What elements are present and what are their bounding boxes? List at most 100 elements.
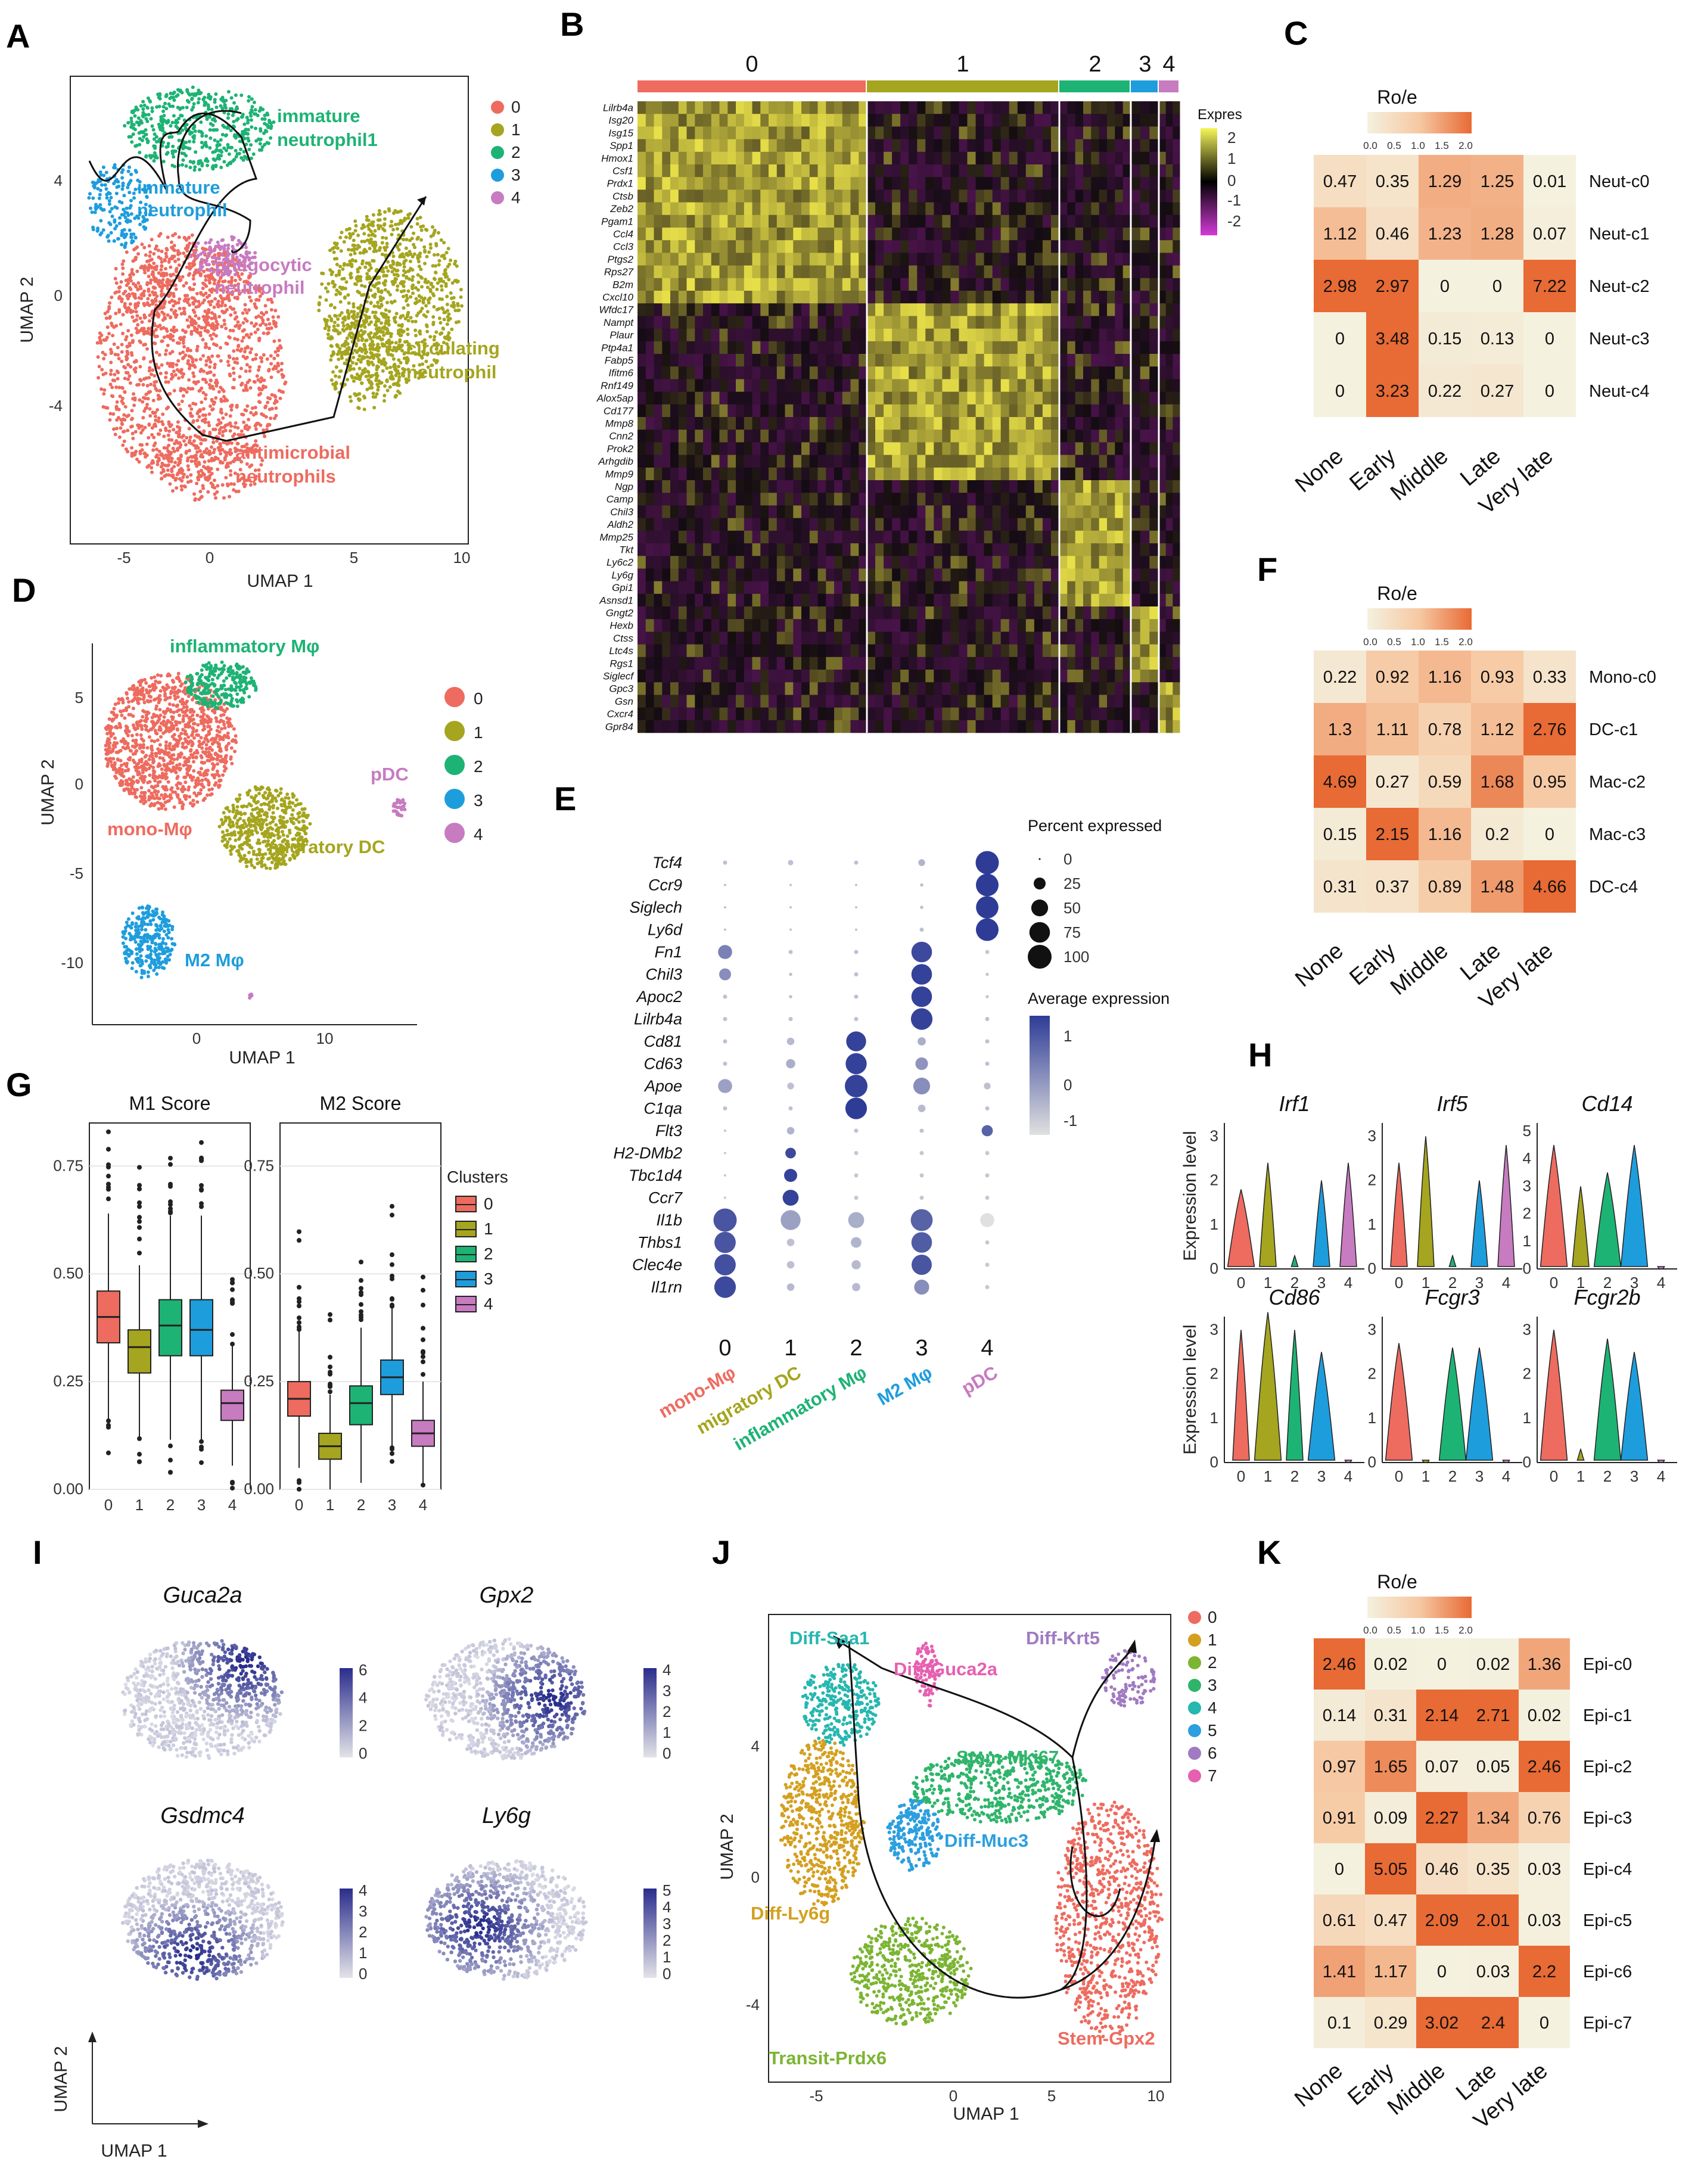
cell-cluster-0	[197, 425, 201, 429]
cell-cluster-0	[203, 397, 207, 401]
cell-cluster-0	[202, 450, 206, 454]
cell-cluster-0	[135, 458, 139, 461]
cell-cluster-0	[222, 389, 226, 393]
cell-cluster-1	[337, 273, 341, 277]
cell-cluster-0	[242, 268, 247, 272]
cell-cluster-2	[245, 132, 249, 136]
cell-cluster-3	[129, 198, 133, 203]
cell-cluster-2	[266, 141, 270, 145]
b-heat-cell	[1075, 114, 1084, 127]
cell-cluster-0	[240, 347, 244, 351]
b-heat-cell	[1149, 278, 1159, 291]
cell-cluster-0	[134, 285, 138, 289]
cell-cluster-3	[138, 222, 142, 226]
b-heat-cell	[942, 278, 951, 291]
cell-cluster-0	[150, 372, 153, 377]
b-heat-cell	[1159, 189, 1167, 203]
cell-cluster-1	[447, 312, 451, 316]
cell-cluster-0	[171, 446, 175, 450]
cell-cluster-0	[126, 450, 130, 454]
b-heat-cell	[1099, 265, 1108, 279]
b-heat-cell	[1099, 278, 1108, 291]
b-heat-cell	[785, 316, 794, 329]
b-heat-cell	[992, 214, 1002, 228]
b-heat-cell	[1115, 177, 1124, 190]
b-heat-cell	[850, 214, 859, 228]
cell-cluster-0	[140, 320, 144, 324]
b-heat-cell	[703, 228, 712, 241]
cell-cluster-2	[209, 136, 213, 140]
b-heat-cell	[942, 303, 951, 316]
cell-cluster-3	[105, 192, 109, 197]
b-heat-cell	[967, 177, 976, 190]
b-heat-cell	[984, 253, 993, 266]
cell-cluster-0	[117, 385, 122, 390]
cell-cluster-0	[128, 302, 132, 306]
b-heat-cell	[801, 202, 810, 216]
b-heat-cell	[686, 202, 695, 216]
b-heat-cell	[884, 303, 893, 316]
cell-cluster-0	[166, 287, 170, 291]
b-heat-cell	[645, 316, 655, 329]
cell-cluster-0	[111, 412, 116, 416]
cell-cluster-0	[147, 435, 151, 440]
b-heat-cell	[1067, 240, 1076, 253]
cell-cluster-1	[365, 277, 369, 281]
cell-cluster-1	[449, 291, 453, 295]
b-heat-cell	[1017, 151, 1027, 165]
cell-cluster-1	[385, 388, 390, 393]
cell-cluster-2	[169, 95, 173, 99]
cell-cluster-0	[198, 357, 203, 361]
b-heat-cell	[850, 278, 859, 291]
cell-cluster-3	[88, 192, 92, 196]
b-heat-cell	[1034, 202, 1043, 216]
cell-cluster-0	[220, 309, 225, 313]
b-heat-cell	[1009, 177, 1018, 190]
cell-cluster-0	[176, 253, 180, 256]
cell-cluster-0	[202, 269, 206, 273]
cell-cluster-0	[201, 369, 206, 374]
cell-cluster-0	[179, 443, 183, 447]
b-heat-cell	[1042, 316, 1052, 329]
b-heat-cell	[934, 228, 943, 241]
b-heat-cell	[1122, 291, 1131, 304]
b-heat-cell	[959, 265, 968, 279]
cell-cluster-2	[213, 98, 217, 102]
cell-cluster-2	[268, 120, 272, 125]
b-heat-cell	[817, 214, 826, 228]
b-heat-cell	[1017, 189, 1027, 203]
label-phagocytic-neutrophil-b: neutrophil	[214, 277, 305, 298]
cell-cluster-0	[220, 483, 225, 487]
b-heat-cell	[736, 291, 745, 304]
b-heat-cell	[875, 291, 884, 304]
b-heat-cell	[793, 214, 802, 228]
cell-cluster-1	[332, 321, 337, 325]
b-heat-cell	[1075, 265, 1084, 279]
cell-cluster-1	[348, 232, 352, 236]
cell-cluster-0	[172, 465, 176, 469]
b-heat-cell	[719, 151, 728, 165]
cell-cluster-0	[138, 284, 142, 288]
b-heat-cell	[1107, 164, 1115, 178]
b-heat-cell	[850, 228, 859, 241]
cell-cluster-0	[223, 310, 227, 314]
b-heat-cell	[1149, 101, 1159, 114]
cell-cluster-0	[135, 245, 139, 249]
b-heat-cell	[1009, 151, 1018, 165]
cell-cluster-0	[192, 439, 196, 443]
cell-cluster-1	[348, 236, 352, 240]
b-heat-cell	[1122, 278, 1131, 291]
cell-cluster-0	[199, 272, 203, 276]
cell-cluster-0	[104, 406, 108, 410]
cell-cluster-1	[354, 319, 358, 323]
b-heat-cell	[984, 189, 993, 203]
cell-cluster-2	[200, 141, 204, 145]
cell-cluster-2	[171, 104, 175, 108]
cell-cluster-1	[424, 304, 428, 308]
b-heat-cell	[785, 291, 794, 304]
cell-cluster-2	[214, 148, 219, 153]
b-heat-cell	[760, 316, 769, 329]
cell-cluster-0	[237, 489, 241, 493]
cell-cluster-0	[130, 446, 133, 450]
cell-cluster-0	[128, 273, 132, 277]
